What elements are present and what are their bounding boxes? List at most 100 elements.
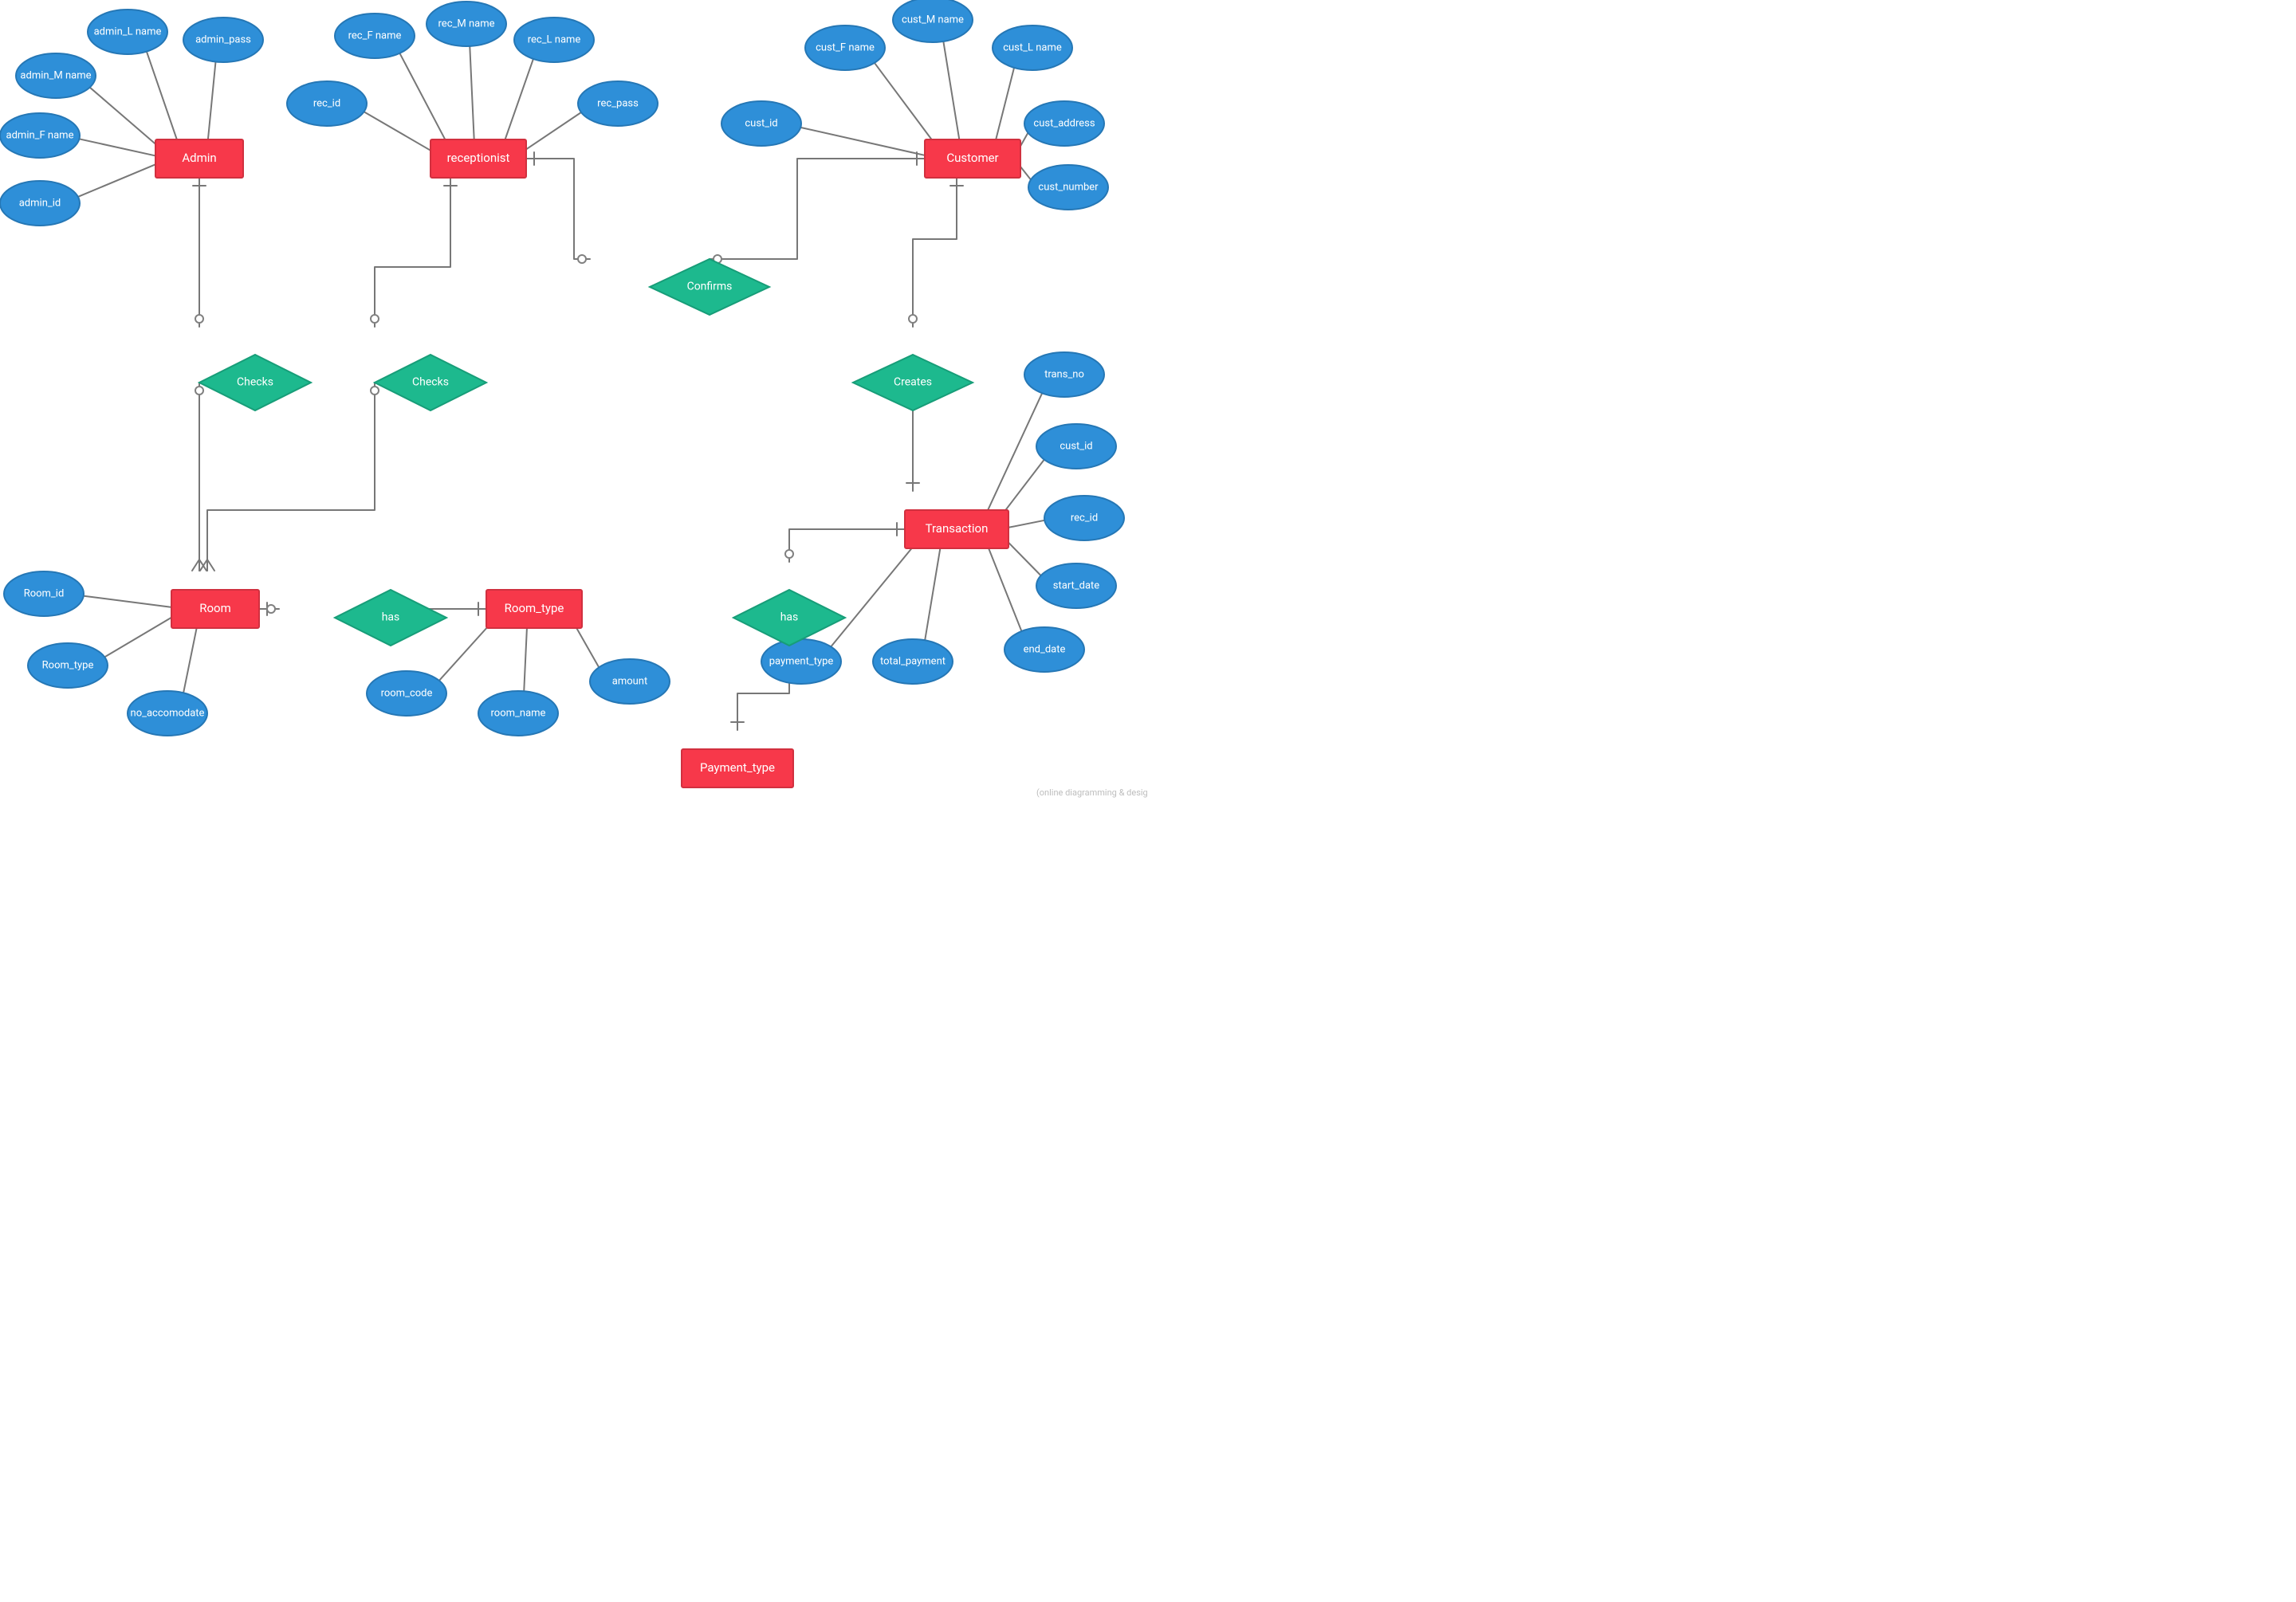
relationship-has_room: has <box>335 590 446 646</box>
attribute-label-no_accom: no_accomodate <box>131 707 205 719</box>
relationship-has_trans: has <box>733 590 845 646</box>
e-trans-has <box>785 523 905 562</box>
entity-receptionist: receptionist <box>431 139 526 178</box>
relationship-label-creates: Creates <box>894 376 932 389</box>
attribute-label-room_code: room_code <box>381 687 433 699</box>
entity-payment_type: Payment_type <box>682 749 793 787</box>
attribute-rec_l_name: rec_L name <box>514 18 594 62</box>
attribute-total_payment: total_payment <box>873 639 953 684</box>
attribute-admin_id: admin_id <box>0 181 80 226</box>
attribute-start_date: start_date <box>1036 563 1116 608</box>
attr-edge-cust_f_name <box>874 61 937 146</box>
attribute-label-rec_l_name: rec_L name <box>528 33 581 45</box>
e-cust-creates <box>909 178 963 327</box>
attribute-trans_no: trans_no <box>1024 352 1104 397</box>
attribute-admin_m_name: admin_M name <box>16 53 96 98</box>
attr-edge-room_type_att <box>103 616 174 658</box>
relationship-label-checks_rec: Checks <box>412 376 449 389</box>
entity-customer: Customer <box>925 139 1020 178</box>
e-admin-checks <box>193 178 206 327</box>
relationship-label-checks_admin: Checks <box>237 376 273 389</box>
attribute-label-payment_tatt: payment_type <box>769 655 834 667</box>
relationship-confirms: Confirms <box>650 259 769 315</box>
attr-edge-admin_id <box>77 163 157 197</box>
attr-edge-no_accom <box>183 626 197 694</box>
relationship-label-confirms: Confirms <box>687 281 733 293</box>
attribute-admin_l_name: admin_L name <box>88 10 167 54</box>
attribute-label-cust_number: cust_number <box>1038 181 1099 193</box>
attribute-rt_amount: amount <box>590 659 670 704</box>
attribute-label-room_name: room_name <box>491 707 546 719</box>
attribute-label-rec_m_name: rec_M name <box>438 18 495 29</box>
e-rec-checks <box>371 178 457 327</box>
attribute-label-total_payment: total_payment <box>880 655 946 667</box>
relationship-label-has_room: has <box>382 611 400 624</box>
watermark-text: (online diagramming & design) creately <box>1036 787 1148 798</box>
attribute-label-rec_f_name: rec_F name <box>348 29 402 41</box>
attribute-room_name: room_name <box>478 691 558 736</box>
attribute-cust_number: cust_number <box>1028 165 1108 210</box>
entity-label-room: Room <box>199 601 231 615</box>
attribute-payment_tatt: payment_type <box>761 639 841 684</box>
entity-label-receptionist: receptionist <box>447 151 510 165</box>
attribute-no_accom: no_accomodate <box>128 691 207 736</box>
attr-edge-cust_m_name <box>943 41 959 140</box>
attribute-label-cust_f_name: cust_F name <box>816 41 875 53</box>
entity-layer: Admin receptionist Customer Room Room_type Tr… <box>155 139 1020 787</box>
attr-edge-rec_m_name <box>470 45 474 139</box>
relationship-layer: Checks Checks Confirms Creates has has <box>199 259 973 646</box>
attribute-label-room_type_att: Room_type <box>42 659 94 671</box>
relationship-label-has_trans: has <box>780 611 799 624</box>
attribute-label-cust_l_name: cust_L name <box>1003 41 1062 53</box>
attribute-cust_id: cust_id <box>721 101 801 146</box>
attr-edge-cust_l_name <box>995 66 1014 141</box>
attribute-end_date: end_date <box>1005 627 1084 672</box>
attribute-label-rt_amount: amount <box>612 675 647 687</box>
entity-admin: Admin <box>155 139 243 178</box>
attribute-cust_l_name: cust_L name <box>993 26 1072 70</box>
entity-label-room_type: Room_type <box>505 601 564 615</box>
attribute-t_cust_id: cust_id <box>1036 424 1116 469</box>
e-room-has <box>259 603 279 615</box>
attribute-cust_address: cust_address <box>1024 101 1104 146</box>
attr-edge-t_rec_id <box>1008 520 1047 528</box>
attr-edge-admin_pass <box>208 61 216 139</box>
attr-edge-rec_id <box>363 111 434 152</box>
e-rec-confirms <box>526 152 590 263</box>
attribute-label-rec_id: rec_id <box>313 97 340 109</box>
attr-edge-rec_pass <box>523 112 583 151</box>
entity-label-transaction: Transaction <box>926 521 989 536</box>
attribute-room_type_att: Room_type <box>28 643 108 688</box>
attr-edge-room_name <box>524 628 527 693</box>
e-checks-room2 <box>200 383 379 571</box>
attribute-label-cust_m_name: cust_M name <box>902 14 964 26</box>
attribute-label-end_date: end_date <box>1024 643 1066 655</box>
attribute-cust_m_name: cust_M name <box>893 0 973 42</box>
entity-room_type: Room_type <box>486 590 582 628</box>
attr-edge-rec_f_name <box>399 52 448 143</box>
attribute-label-cust_address: cust_address <box>1033 117 1095 129</box>
attribute-admin_f_name: admin_F name <box>0 113 80 158</box>
attr-edge-payment_tatt <box>830 542 917 648</box>
attribute-label-admin_l_name: admin_L name <box>94 26 162 37</box>
attribute-t_rec_id: rec_id <box>1044 496 1124 540</box>
attribute-admin_pass: admin_pass <box>183 18 263 62</box>
relationship-checks_rec: Checks <box>375 355 486 410</box>
attr-edge-room_code <box>438 619 494 681</box>
attribute-label-room_id: Room_id <box>24 587 65 599</box>
relationship-creates: Creates <box>853 355 973 410</box>
attr-edge-total_payment <box>925 548 941 642</box>
attr-edge-admin_l_name <box>146 50 178 142</box>
attribute-label-admin_id: admin_id <box>19 197 61 209</box>
attribute-rec_m_name: rec_M name <box>427 2 506 46</box>
attribute-label-rec_pass: rec_pass <box>597 97 639 109</box>
attr-edge-rec_l_name <box>504 57 533 142</box>
attribute-rec_pass: rec_pass <box>578 81 658 126</box>
attribute-room_id: Room_id <box>4 571 84 616</box>
attr-edge-end_date <box>987 544 1022 632</box>
attr-edge-admin_f_name <box>77 139 156 156</box>
attribute-label-trans_no: trans_no <box>1044 368 1084 380</box>
attribute-rec_f_name: rec_F name <box>335 14 415 58</box>
e-conf-cust <box>710 152 925 263</box>
attribute-label-start_date: start_date <box>1053 579 1100 591</box>
